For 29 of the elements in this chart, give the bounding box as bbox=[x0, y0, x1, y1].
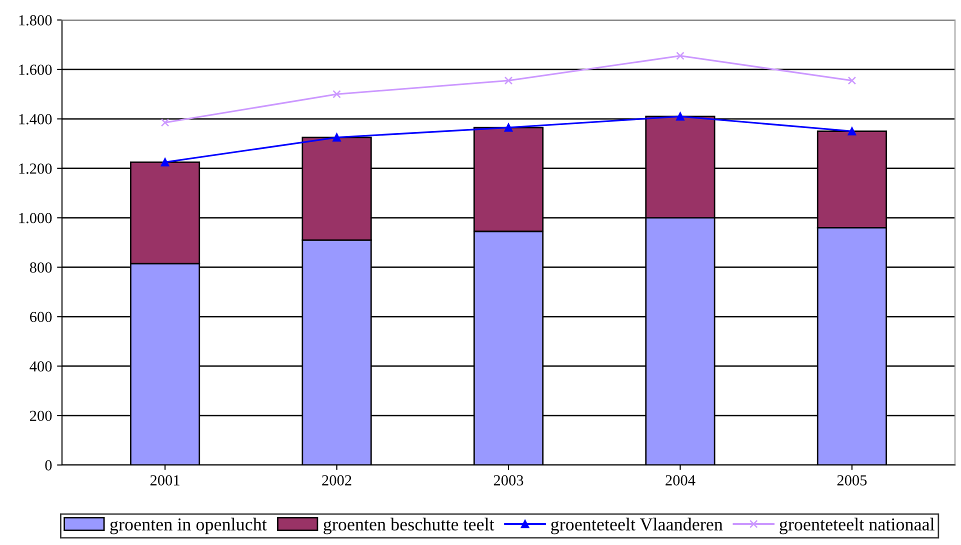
y-tick-label: 400 bbox=[30, 361, 52, 372]
x-tick-label: 2001 bbox=[150, 475, 180, 486]
y-tick-label: 1.800 bbox=[19, 15, 52, 26]
y-tick-label: 800 bbox=[30, 262, 52, 273]
point bbox=[332, 133, 341, 142]
point bbox=[160, 158, 170, 166]
y-tick-label: 1.400 bbox=[19, 114, 52, 124]
x-tick-label: 2003 bbox=[494, 475, 524, 486]
y-tick-label: 1.000 bbox=[19, 212, 52, 224]
x-tick-label: 2005 bbox=[837, 475, 867, 486]
point bbox=[504, 123, 513, 132]
point bbox=[848, 76, 856, 85]
point bbox=[676, 52, 684, 60]
x-tick-label: 2002 bbox=[322, 475, 352, 486]
legend-label: groenten beschutte teelt bbox=[324, 518, 494, 534]
y-tick-label: 0 bbox=[45, 460, 52, 470]
y-tick-label: 1.200 bbox=[19, 163, 52, 174]
y-tick-label: 600 bbox=[30, 312, 52, 322]
point bbox=[504, 76, 513, 85]
x-tick-label: 2004 bbox=[666, 475, 696, 486]
legend-label: groenteteelt Vlaanderen bbox=[551, 518, 723, 534]
legend-label: groenteteelt nationaal bbox=[780, 518, 934, 534]
y-tick-label: 200 bbox=[30, 410, 52, 422]
point bbox=[676, 112, 684, 121]
point bbox=[332, 90, 341, 98]
y-tick-label: 1.600 bbox=[19, 64, 52, 75]
point bbox=[848, 127, 856, 136]
point bbox=[160, 118, 170, 127]
legend-label: groenten in openlucht bbox=[110, 518, 267, 534]
